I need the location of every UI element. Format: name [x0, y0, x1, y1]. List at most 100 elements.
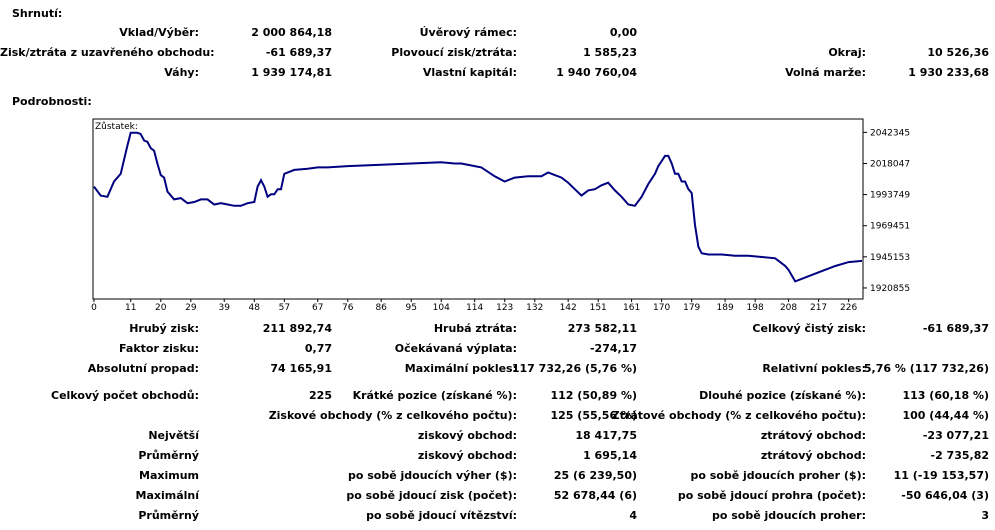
details-label: Průměrný — [138, 449, 199, 462]
details-value: 52 678,44 (6) — [553, 489, 637, 502]
details-label: Dlouhé pozice (získané %): — [699, 389, 866, 402]
details-label: po sobě jdoucích výher ($): — [347, 469, 517, 482]
x-tick-label: 208 — [780, 303, 797, 313]
details-label: Relativní pokles: — [762, 362, 866, 375]
details-label: Celkový počet obchodů: — [51, 389, 199, 402]
details-label: Očekávaná výplata: — [394, 342, 517, 355]
x-tick-label: 67 — [312, 303, 323, 313]
details-value: 100 (44,44 %) — [902, 409, 990, 422]
details-value: -61 689,37 — [922, 322, 989, 335]
summary-value: 1 939 174,81 — [251, 66, 332, 79]
details-value: 18 417,75 — [575, 429, 637, 442]
y-tick-label: 1920855 — [870, 284, 910, 294]
x-tick-label: 20 — [155, 303, 167, 313]
x-tick-label: 179 — [683, 303, 700, 313]
y-tick-label: 1993749 — [870, 191, 910, 201]
x-tick-label: 198 — [747, 303, 764, 313]
x-tick-label: 170 — [653, 303, 670, 313]
details-value: 225 — [309, 389, 332, 402]
details-value: 11 (-19 153,57) — [893, 469, 989, 482]
details-label: ztrátový obchod: — [760, 429, 866, 442]
y-tick-label: 2042345 — [870, 128, 910, 138]
details-value: 74 165,91 — [270, 362, 332, 375]
summary-label: Vklad/Výběr: — [119, 26, 199, 39]
x-tick-label: 226 — [840, 303, 857, 313]
summary-value: 0,00 — [609, 26, 637, 39]
x-tick-label: 217 — [810, 303, 827, 313]
x-tick-label: 76 — [342, 303, 354, 313]
summary-label: Plovoucí zisk/ztráta: — [391, 46, 517, 59]
x-tick-label: 114 — [466, 303, 483, 313]
details-value: 4 — [629, 509, 637, 522]
details-value: 5,76 % (117 732,26) — [863, 362, 989, 375]
details-label: po sobě jdoucí prohra (počet): — [677, 489, 866, 502]
x-tick-label: 151 — [590, 303, 607, 313]
details-value: 112 (50,89 %) — [550, 389, 638, 402]
details-label: ztrátový obchod: — [760, 449, 866, 462]
summary-label: Vlastní kapitál: — [422, 66, 517, 79]
details-label: ziskový obchod: — [417, 429, 517, 442]
details-label: Ztrátové obchody (% z celkového počtu): — [611, 409, 866, 422]
details-value: 25 (6 239,50) — [553, 469, 637, 482]
summary-heading: Shrnutí: — [12, 7, 63, 20]
summary-label: Zisk/ztráta z uzavřeného obchodu: — [0, 46, 215, 59]
details-label: po sobě jdoucích proher ($): — [690, 469, 866, 482]
x-tick-label: 132 — [526, 303, 543, 313]
x-tick-label: 104 — [433, 303, 450, 313]
details-value: 117 732,26 (5,76 %) — [511, 362, 637, 375]
summary-value: -61 689,37 — [265, 46, 332, 59]
details-label: Maximum — [139, 469, 199, 482]
details-label: ziskový obchod: — [417, 449, 517, 462]
chart-y-axis: 2042345 2018047 1993749 1969451 1945153 19208… — [863, 128, 910, 294]
balance-line — [93, 131, 863, 283]
x-tick-label: 39 — [218, 303, 230, 313]
details-label: po sobě jdoucí vítězství: — [366, 509, 517, 522]
summary-label: Okraj: — [828, 46, 866, 59]
details-label: Krátké pozice (získané %): — [352, 389, 517, 402]
chart-series-label: Zůstatek: — [95, 121, 138, 132]
summary-value: 1 585,23 — [583, 46, 637, 59]
details-label: Ziskové obchody (% z celkového počtu): — [268, 409, 517, 422]
details-value: 113 (60,18 %) — [902, 389, 990, 402]
summary-value: 10 526,36 — [927, 46, 989, 59]
summary-value: 1 940 760,04 — [556, 66, 637, 79]
details-label: Průměrný — [138, 509, 199, 522]
details-label: Celkový čistý zisk: — [752, 322, 866, 335]
details-heading: Podrobnosti: — [12, 95, 92, 108]
x-tick-label: 29 — [185, 303, 197, 313]
details-label: Hrubý zisk: — [129, 322, 199, 335]
summary-value: 2 000 864,18 — [251, 26, 332, 39]
details-label: Absolutní propad: — [87, 362, 199, 375]
x-tick-label: 95 — [405, 303, 416, 313]
x-tick-label: 0 — [91, 303, 97, 313]
details-value: 211 892,74 — [262, 322, 332, 335]
details-label: po sobě jdoucích proher: — [711, 509, 866, 522]
x-tick-label: 123 — [496, 303, 513, 313]
x-tick-label: 11 — [125, 303, 136, 313]
details-value: 273 582,11 — [567, 322, 637, 335]
details-label: Maximální pokles: — [404, 362, 517, 375]
chart-plot-area — [92, 118, 864, 300]
details-label: Maximální — [135, 489, 200, 502]
y-tick-label: 1969451 — [870, 222, 910, 232]
details-label: Faktor zisku: — [119, 342, 199, 355]
details-value: 125 (55,56 %) — [550, 409, 638, 422]
details-label: po sobě jdoucí zisk (počet): — [346, 489, 517, 502]
y-tick-label: 1945153 — [870, 253, 910, 263]
details-value: -274,17 — [589, 342, 637, 355]
x-tick-label: 161 — [623, 303, 640, 313]
summary-label: Váhy: — [164, 66, 199, 79]
details-value: -50 646,04 (3) — [901, 489, 989, 502]
summary-label: Úvěrový rámec: — [419, 26, 517, 39]
x-tick-label: 48 — [249, 303, 261, 313]
balance-chart: Zůstatek: 2042345 2018047 1993749 1969451 19… — [91, 118, 910, 313]
details-value: 3 — [981, 509, 989, 522]
details-value: 0,77 — [304, 342, 332, 355]
summary-label: Volná marže: — [785, 66, 866, 79]
x-tick-label: 86 — [375, 303, 387, 313]
x-tick-label: 57 — [279, 303, 290, 313]
details-label: Největší — [148, 429, 199, 442]
x-tick-label: 142 — [560, 303, 577, 313]
details-value: 1 695,14 — [583, 449, 637, 462]
details-label: Hrubá ztráta: — [433, 322, 517, 335]
